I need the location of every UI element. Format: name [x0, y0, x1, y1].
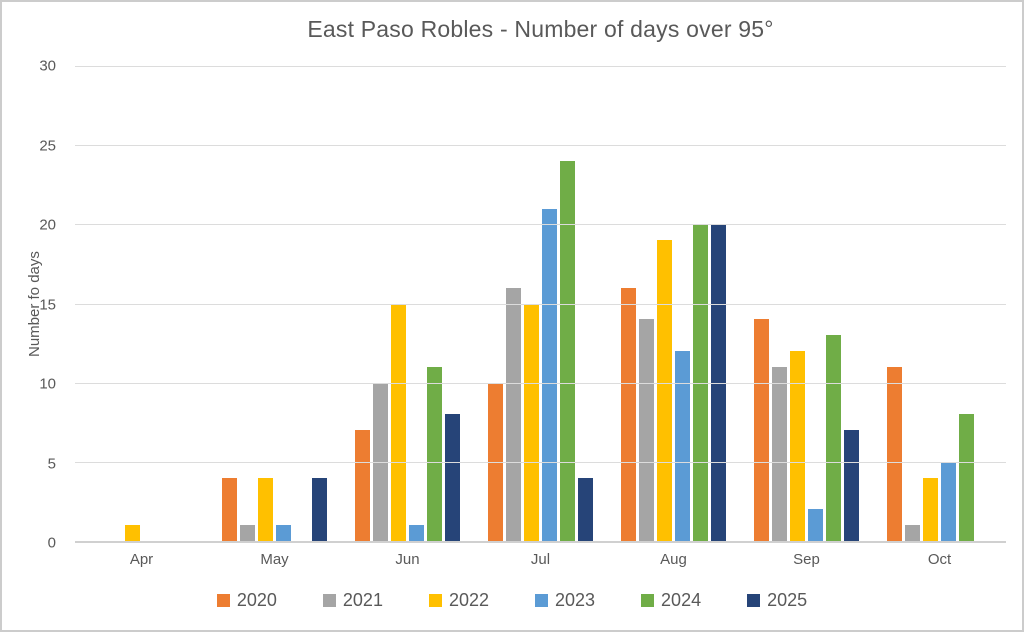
gridline-y-30 — [75, 66, 1006, 67]
bar-2021-aug — [639, 319, 654, 541]
legend-item-2023: 2023 — [535, 590, 595, 611]
legend-item-2022: 2022 — [428, 590, 489, 611]
bar-2020-oct — [887, 366, 902, 541]
x-tick-label-aug: Aug — [660, 551, 687, 568]
legend-label-2021: 2021 — [342, 590, 383, 610]
bar-2023-sep — [808, 509, 823, 541]
bar-group-jul — [474, 66, 607, 541]
bar-2020-may — [222, 477, 237, 541]
gridline-y-10 — [75, 382, 1006, 384]
y-tick-label-0: 0 — [47, 534, 56, 552]
x-axis-labels: Apr May Jun Jul Aug Sep Oct — [75, 551, 1006, 568]
legend-label-2023: 2023 — [555, 590, 596, 610]
legend-item-2020: 2020 — [216, 590, 277, 611]
bar-2025-jul — [578, 477, 593, 541]
bar-2022-jul — [524, 303, 539, 541]
bar-2022-jun — [391, 303, 406, 541]
bar-2021-jun — [373, 382, 388, 541]
x-tick-label-apr: Apr — [129, 551, 154, 568]
legend-label-2025: 2025 — [767, 590, 808, 610]
bar-2025-may — [312, 477, 327, 541]
legend-label-2020: 2020 — [236, 590, 277, 610]
bar-2023-may — [276, 525, 291, 541]
chart-title: East Paso Robles - Number of days over 9… — [307, 16, 774, 42]
bar-2024-sep — [826, 335, 841, 541]
bar-group-oct — [873, 66, 1006, 541]
bar-2021-jul — [506, 287, 521, 541]
legend-swatch-2020 — [216, 594, 230, 607]
gridline-y-25 — [75, 145, 1006, 147]
x-tick-label-sep: Sep — [793, 551, 820, 568]
bar-2022-apr — [125, 525, 140, 541]
plot-area — [75, 66, 1006, 543]
bar-2023-jul — [542, 208, 557, 541]
bar-2020-sep — [754, 319, 769, 541]
legend-swatch-2022 — [428, 594, 442, 607]
y-tick-label-20: 20 — [39, 216, 56, 234]
chart-legend: 2020 2021 2022 2023 2024 2025 — [2, 590, 1022, 611]
bar-2022-sep — [790, 351, 805, 541]
bar-group-sep — [740, 66, 873, 541]
y-tick-label-30: 30 — [39, 57, 56, 75]
bar-2025-sep — [844, 430, 859, 541]
bar-2020-jul — [488, 382, 503, 541]
bar-group-may — [208, 66, 341, 541]
x-tick-label-jun: Jun — [395, 551, 420, 568]
bar-2021-sep — [772, 366, 787, 541]
y-tick-label-10: 10 — [39, 375, 56, 393]
bar-2021-may — [240, 525, 255, 541]
bar-2025-jun — [445, 414, 460, 541]
bar-2024-oct — [959, 414, 974, 541]
legend-label-2024: 2024 — [661, 590, 702, 610]
gridline-y-5 — [75, 461, 1006, 463]
bar-group-jun — [341, 66, 474, 541]
bar-2022-oct — [923, 477, 938, 541]
legend-label-2022: 2022 — [448, 590, 489, 610]
bar-2023-aug — [675, 351, 690, 541]
y-tick-label-15: 15 — [39, 296, 56, 313]
legend-item-2025: 2025 — [747, 590, 807, 611]
bar-2021-oct — [905, 525, 920, 541]
x-tick-label-may: May — [260, 551, 289, 568]
legend-swatch-2024 — [641, 594, 655, 607]
x-tick-label-jul: Jul — [530, 551, 551, 568]
legend-item-2024: 2024 — [641, 590, 701, 611]
y-tick-label-5: 5 — [47, 455, 56, 473]
bar-group-apr — [75, 66, 208, 541]
gridline-y-15 — [75, 303, 1006, 305]
bar-2023-oct — [941, 461, 956, 541]
bar-2024-jul — [560, 161, 575, 541]
bar-2024-jun — [427, 366, 442, 541]
bar-2020-jun — [355, 430, 370, 541]
legend-swatch-2021 — [322, 594, 336, 607]
legend-item-2021: 2021 — [322, 590, 383, 611]
bar-2022-aug — [657, 240, 672, 541]
bar-2023-jun — [409, 525, 424, 541]
legend-swatch-2023 — [535, 594, 548, 607]
y-axis-labels: 0 5 10 15 20 25 30 — [2, 59, 66, 551]
x-tick-label-oct: Oct — [927, 551, 952, 568]
bar-2020-aug — [621, 287, 636, 541]
legend-swatch-2025 — [747, 594, 761, 607]
gridline-y-20 — [75, 224, 1006, 226]
bar-2022-may — [258, 477, 273, 541]
y-tick-label-25: 25 — [39, 137, 56, 154]
